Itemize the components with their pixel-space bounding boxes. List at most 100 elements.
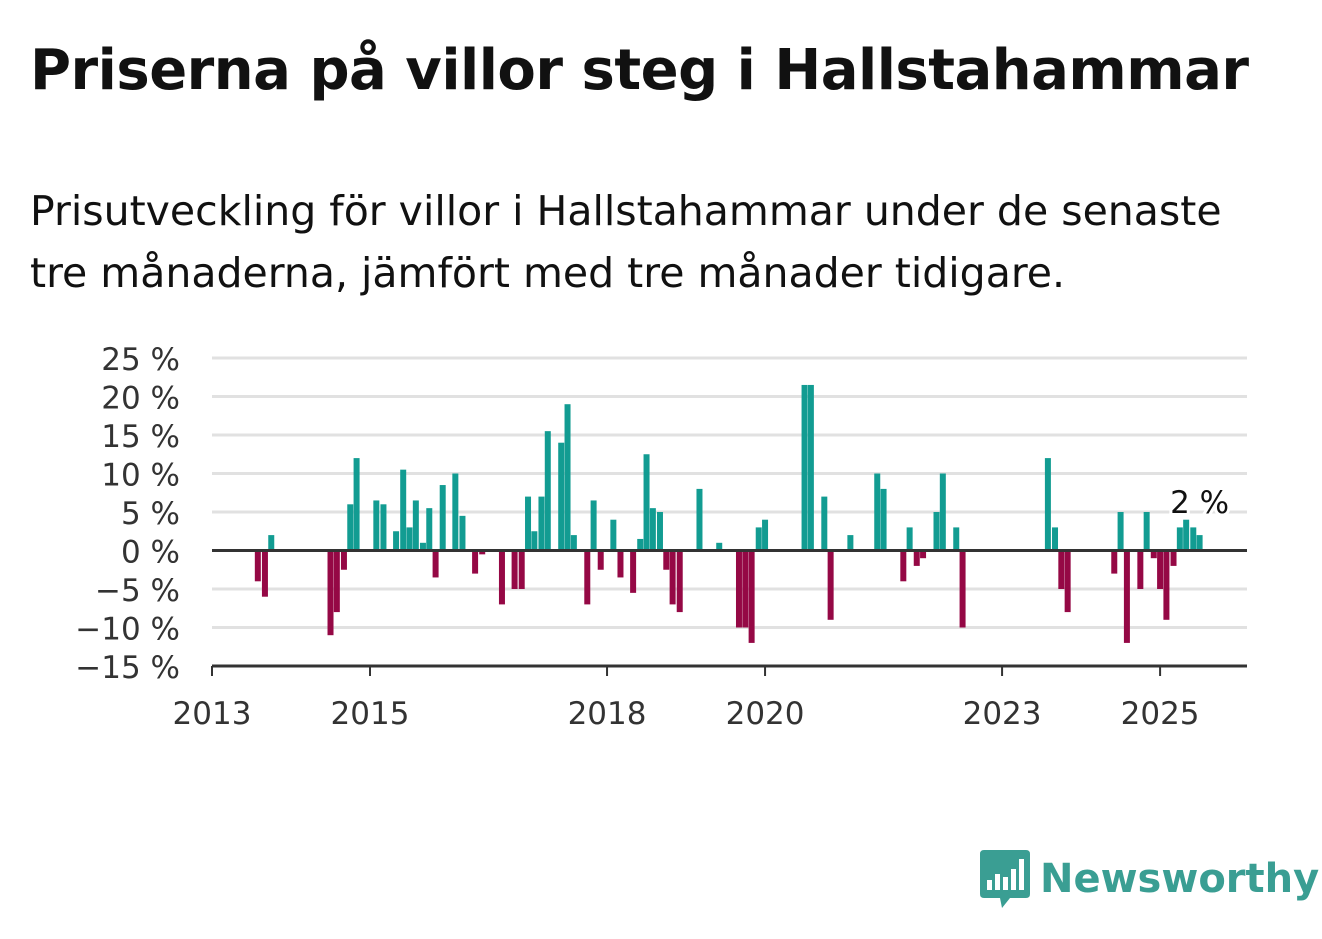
bar [656, 512, 663, 551]
labels: 25 %20 %15 %10 %5 %0 %−5 %−10 %−15 % 2013… [75, 342, 1232, 732]
gridlines [212, 356, 1247, 629]
bar [564, 404, 571, 551]
last-value-label: 2 % [1170, 485, 1229, 521]
y-tick-label: 15 % [101, 419, 180, 455]
bar [1176, 527, 1183, 551]
bar [1111, 550, 1118, 574]
bar [1163, 550, 1170, 620]
newsworthy-logo: Newsworthy [980, 850, 1319, 908]
bar [933, 512, 940, 551]
bar [874, 473, 881, 551]
bar [637, 538, 644, 551]
bar [570, 535, 577, 551]
bar [393, 531, 400, 551]
bar [426, 508, 433, 551]
bar [558, 442, 565, 551]
bar [696, 488, 703, 551]
bar [419, 542, 426, 551]
bar [1143, 512, 1150, 551]
bar [913, 550, 920, 566]
bar [406, 527, 413, 551]
bars [254, 384, 1203, 643]
bar [333, 550, 340, 613]
bar [1052, 527, 1059, 551]
bar [827, 550, 834, 620]
bar [439, 485, 446, 551]
bar [959, 550, 966, 628]
bar [590, 500, 597, 551]
bar [347, 504, 354, 551]
bar [373, 500, 380, 551]
y-tick-label: 20 % [101, 381, 180, 417]
bar-chart: 25 %20 %15 %10 %5 %0 %−5 %−10 %−15 % 2013… [75, 342, 1247, 732]
bar [939, 473, 946, 551]
bar [1190, 527, 1197, 551]
x-tick-label: 2015 [331, 696, 410, 732]
bar [630, 550, 637, 593]
bar [353, 458, 360, 551]
bar [525, 496, 532, 551]
bar [380, 504, 387, 551]
y-tick-label: −15 % [75, 650, 180, 686]
x-tick-label: 2020 [726, 696, 805, 732]
x-tick-label: 2023 [963, 696, 1042, 732]
bar [953, 527, 960, 551]
bar [498, 550, 505, 605]
bar [807, 384, 814, 551]
bar [610, 519, 617, 551]
bar [880, 488, 887, 551]
bar [762, 519, 769, 551]
bar [479, 550, 486, 555]
bar [544, 431, 551, 551]
x-tick-label: 2025 [1121, 696, 1200, 732]
bar [643, 454, 650, 551]
y-tick-label: −10 % [75, 612, 180, 648]
bar [432, 550, 439, 578]
bar [327, 550, 334, 636]
bar [1150, 550, 1157, 559]
axes [211, 549, 1247, 676]
bar [261, 550, 268, 597]
bar [906, 527, 913, 551]
chart-title: Priserna på villor steg i Hallstahammar [30, 38, 1249, 103]
bar [920, 550, 927, 559]
bar [716, 542, 723, 551]
y-tick-label: 0 % [121, 535, 180, 571]
bar [676, 550, 683, 613]
x-tick-label: 2018 [568, 696, 647, 732]
bar [735, 550, 742, 628]
bar [1137, 550, 1144, 589]
bar [1064, 550, 1071, 613]
bar [1117, 512, 1124, 551]
y-tick-label: −5 % [95, 573, 180, 609]
bar [1044, 458, 1051, 551]
brand-name: Newsworthy [1040, 856, 1320, 902]
bar [597, 550, 604, 570]
chart-subtitle: Prisutveckling för villor i Hallstahamma… [30, 187, 1222, 297]
bar [459, 515, 466, 551]
bar [1170, 550, 1177, 566]
bar [1183, 519, 1190, 551]
bar [1196, 535, 1203, 551]
y-tick-label: 10 % [101, 458, 180, 494]
bar [669, 550, 676, 605]
bar [821, 496, 828, 551]
bar [268, 535, 275, 551]
bar [412, 500, 419, 551]
bar [518, 550, 525, 589]
bar [584, 550, 591, 605]
bar [1058, 550, 1065, 589]
bar [900, 550, 907, 582]
bar [617, 550, 624, 578]
bar [472, 550, 479, 574]
bar [1123, 550, 1130, 643]
bar [531, 531, 538, 551]
bar [511, 550, 518, 589]
bar [538, 496, 545, 551]
bar [742, 550, 749, 628]
bar [254, 550, 261, 582]
bar [452, 473, 459, 551]
y-tick-label: 25 % [101, 342, 180, 378]
bar [340, 550, 347, 570]
bar [1157, 550, 1164, 589]
